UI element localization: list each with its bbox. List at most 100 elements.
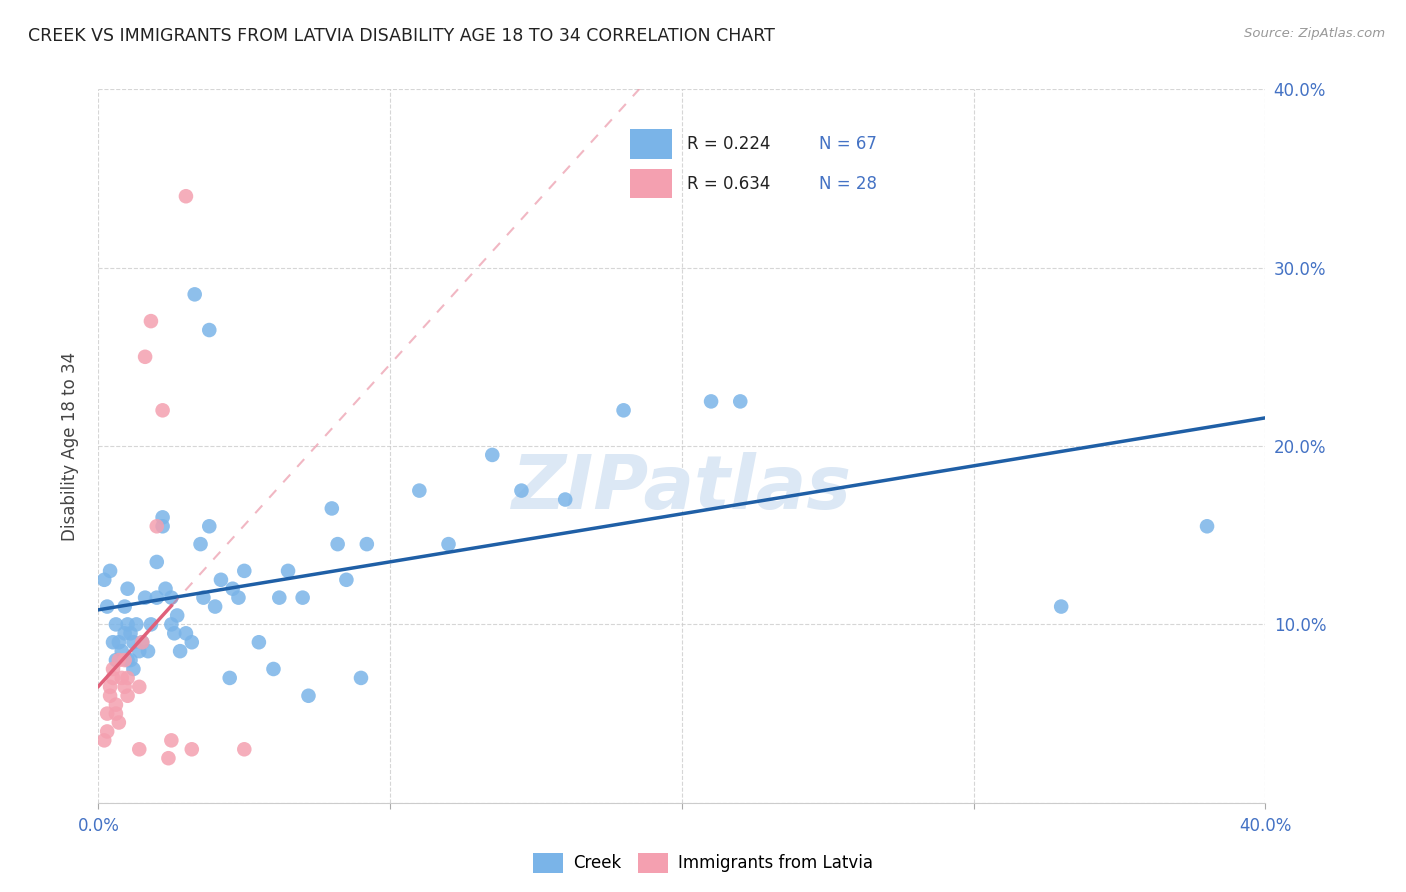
Point bbox=[117, 671, 139, 685]
Point bbox=[481, 448, 503, 462]
Point bbox=[408, 483, 430, 498]
Point bbox=[122, 662, 145, 676]
Point bbox=[269, 591, 291, 605]
Point bbox=[114, 599, 136, 614]
Point bbox=[117, 582, 139, 596]
Point bbox=[96, 599, 118, 614]
Point bbox=[233, 742, 256, 756]
Point bbox=[101, 635, 124, 649]
Point bbox=[101, 671, 124, 685]
Point bbox=[139, 314, 162, 328]
Point bbox=[193, 591, 215, 605]
Point bbox=[114, 680, 136, 694]
Point bbox=[180, 742, 202, 756]
Point bbox=[155, 582, 177, 596]
Point bbox=[114, 653, 136, 667]
Point bbox=[101, 662, 124, 676]
Point bbox=[134, 350, 156, 364]
Point bbox=[128, 680, 150, 694]
Point bbox=[437, 537, 460, 551]
Text: N = 28: N = 28 bbox=[820, 175, 877, 193]
Point bbox=[134, 591, 156, 605]
Point bbox=[152, 510, 174, 524]
Point bbox=[218, 671, 240, 685]
Point bbox=[157, 751, 180, 765]
Point bbox=[1195, 519, 1218, 533]
Point bbox=[221, 582, 243, 596]
Point bbox=[262, 662, 284, 676]
Point bbox=[174, 189, 197, 203]
Point bbox=[612, 403, 634, 417]
Point bbox=[152, 403, 174, 417]
Point bbox=[183, 287, 205, 301]
Point bbox=[114, 626, 136, 640]
Point bbox=[96, 724, 118, 739]
Point bbox=[163, 626, 186, 640]
Point bbox=[204, 599, 226, 614]
Point bbox=[93, 733, 115, 747]
Text: ZIPatlas: ZIPatlas bbox=[512, 452, 852, 525]
Point bbox=[247, 635, 270, 649]
Text: N = 67: N = 67 bbox=[820, 136, 877, 153]
Point bbox=[180, 635, 202, 649]
Point bbox=[128, 644, 150, 658]
Point bbox=[98, 680, 121, 694]
Point bbox=[120, 626, 142, 640]
Point bbox=[700, 394, 723, 409]
Point bbox=[122, 635, 145, 649]
Point bbox=[326, 537, 349, 551]
Point bbox=[510, 483, 533, 498]
Legend: Creek, Immigrants from Latvia: Creek, Immigrants from Latvia bbox=[526, 847, 880, 880]
Text: Source: ZipAtlas.com: Source: ZipAtlas.com bbox=[1244, 27, 1385, 40]
Point bbox=[117, 653, 139, 667]
Point bbox=[146, 591, 169, 605]
Text: R = 0.224: R = 0.224 bbox=[686, 136, 770, 153]
Y-axis label: Disability Age 18 to 34: Disability Age 18 to 34 bbox=[60, 351, 79, 541]
Point bbox=[108, 653, 131, 667]
Point bbox=[350, 671, 373, 685]
Point bbox=[233, 564, 256, 578]
Point bbox=[174, 626, 197, 640]
Point bbox=[160, 733, 183, 747]
Point bbox=[335, 573, 357, 587]
Point bbox=[190, 537, 212, 551]
Point bbox=[98, 564, 121, 578]
Point bbox=[131, 635, 153, 649]
Point bbox=[96, 706, 118, 721]
Point bbox=[93, 573, 115, 587]
Point bbox=[117, 689, 139, 703]
Point bbox=[104, 617, 127, 632]
Point bbox=[108, 635, 131, 649]
Point bbox=[1050, 599, 1073, 614]
Point bbox=[209, 573, 232, 587]
Point bbox=[104, 698, 127, 712]
Point bbox=[198, 519, 221, 533]
Point bbox=[160, 617, 183, 632]
Point bbox=[136, 644, 159, 658]
Point bbox=[108, 715, 131, 730]
Point bbox=[125, 617, 148, 632]
Point bbox=[104, 653, 127, 667]
Point bbox=[104, 706, 127, 721]
Point bbox=[554, 492, 576, 507]
FancyBboxPatch shape bbox=[630, 129, 672, 159]
Point bbox=[169, 644, 191, 658]
Point bbox=[117, 617, 139, 632]
Point bbox=[228, 591, 250, 605]
Point bbox=[297, 689, 319, 703]
Point bbox=[356, 537, 378, 551]
Point bbox=[728, 394, 751, 409]
Point bbox=[146, 555, 169, 569]
Point bbox=[152, 519, 174, 533]
Point bbox=[198, 323, 221, 337]
Text: R = 0.634: R = 0.634 bbox=[686, 175, 770, 193]
FancyBboxPatch shape bbox=[630, 169, 672, 198]
Point bbox=[146, 519, 169, 533]
Point bbox=[321, 501, 343, 516]
Point bbox=[277, 564, 299, 578]
Point bbox=[131, 635, 153, 649]
Point bbox=[98, 689, 121, 703]
Point bbox=[139, 617, 162, 632]
Point bbox=[120, 653, 142, 667]
Point bbox=[111, 671, 134, 685]
